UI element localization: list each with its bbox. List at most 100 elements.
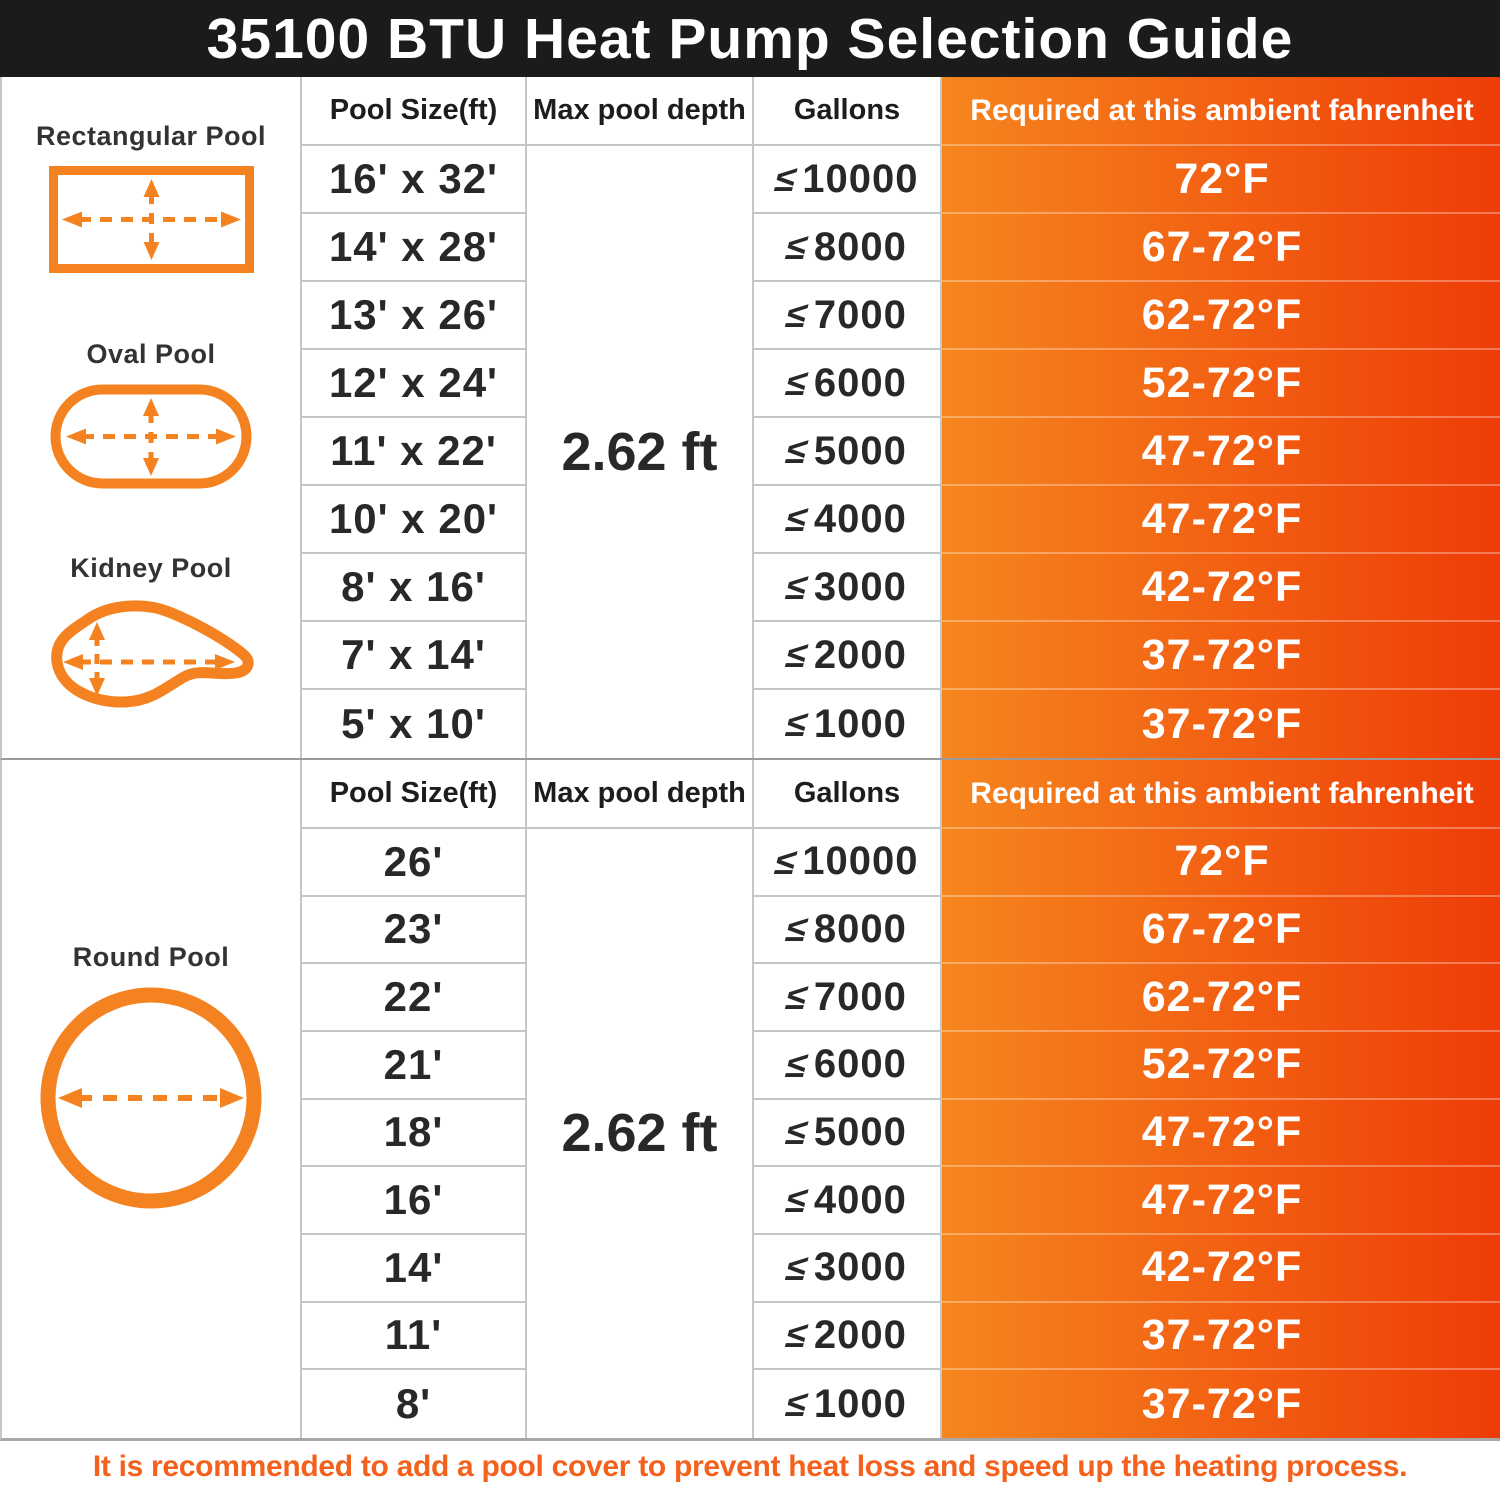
gallons-value: 7000 (813, 292, 907, 337)
gallons-cell: ≤5000 (754, 1099, 942, 1168)
ambient-temp-value: 37-72°F (1141, 1379, 1303, 1428)
header-label: Required at this ambient fahrenheit (970, 776, 1474, 810)
pool-size-cell: 8' x 16' (302, 554, 527, 622)
less-equal-symbol: ≤ (782, 498, 813, 539)
less-equal-symbol: ≤ (782, 634, 813, 675)
pool-size-cell: 16' (302, 1167, 527, 1235)
header-label: Gallons (793, 777, 901, 809)
pool-block: Oval Pool (2, 339, 300, 489)
pool-block: Round Pool (2, 942, 300, 1209)
ambient-temp-value: 47-72°F (1141, 1107, 1303, 1156)
pool-size-value: 11' x 22' (330, 427, 497, 474)
page-title: 35100 BTU Heat Pump Selection Guide (206, 6, 1294, 71)
ambient-temp-value: 67-72°F (1141, 904, 1303, 953)
pool-size-value: 21' (383, 1040, 444, 1088)
max-depth-value: 2.62 ft (561, 1103, 718, 1164)
kidney-pool-icon (50, 600, 254, 708)
gallons-value: 2000 (813, 632, 907, 677)
less-equal-symbol: ≤ (782, 1043, 813, 1085)
pool-size-value: 5' x 10' (341, 700, 486, 747)
section-2: Round Pool Pool Size(ft) Max pool depth Ga… (0, 760, 1500, 1441)
less-equal-symbol: ≤ (770, 840, 801, 882)
pool-size-value: 18' (383, 1108, 444, 1156)
pool-size-cell: 13' x 26' (302, 282, 527, 350)
ambient-temp-value: 47-72°F (1141, 426, 1303, 475)
gallons-value: 8000 (813, 906, 907, 951)
pool-size-value: 16' x 32' (328, 155, 499, 202)
ambient-temp-cell: 62-72°F (942, 964, 1500, 1032)
pool-size-cell: 22' (302, 964, 527, 1032)
pool-size-cell: 14' (302, 1234, 527, 1303)
ambient-temp-cell: 42-72°F (942, 1234, 1500, 1303)
ambient-temp-value: 47-72°F (1141, 1175, 1303, 1224)
ambient-temp-cell: 47-72°F (942, 1167, 1500, 1235)
gallons-cell: ≤7000 (754, 964, 942, 1032)
pool-size-value: 14' (383, 1243, 444, 1291)
column-header-max-depth: Max pool depth (527, 760, 754, 829)
gallons-value: 4000 (813, 1177, 907, 1222)
ambient-temp-cell: 67-72°F (942, 896, 1500, 965)
gallons-value: 1000 (813, 1381, 907, 1426)
ambient-temp-cell: 47-72°F (942, 418, 1500, 486)
gallons-cell: ≤6000 (754, 350, 942, 418)
gallons-cell: ≤5000 (754, 418, 942, 486)
gallons-cell: ≤3000 (754, 1234, 942, 1303)
gallons-cell: ≤6000 (754, 1031, 942, 1100)
gallons-value: 3000 (813, 1245, 907, 1290)
ambient-temp-value: 72°F (1174, 154, 1270, 203)
gallons-cell: ≤10000 (754, 146, 942, 214)
title-bar: 35100 BTU Heat Pump Selection Guide (0, 0, 1500, 77)
ambient-temp-value: 52-72°F (1141, 1040, 1303, 1089)
less-equal-symbol: ≤ (770, 158, 801, 199)
less-equal-symbol: ≤ (782, 430, 813, 471)
less-equal-symbol: ≤ (782, 1314, 813, 1356)
ambient-temp-cell: 42-72°F (942, 554, 1500, 622)
gallons-value: 1000 (813, 701, 907, 746)
section-1: Rectangular Pool Oval Pool Kidney Pool (0, 77, 1500, 760)
less-equal-symbol: ≤ (782, 1246, 813, 1288)
less-equal-symbol: ≤ (782, 976, 813, 1018)
ambient-temp-value: 47-72°F (1141, 494, 1303, 543)
pool-size-value: 12' x 24' (328, 359, 499, 406)
gallons-value: 6000 (813, 1042, 907, 1087)
pool-size-cell: 12' x 24' (302, 350, 527, 418)
header-label: Max pool depth (533, 777, 746, 809)
ambient-temp-cell: 37-72°F (942, 1302, 1500, 1371)
gallons-value: 10000 (802, 839, 919, 884)
header-label: Pool Size(ft) (329, 94, 498, 126)
pool-size-cell: 26' (302, 829, 527, 897)
gallons-value: 7000 (813, 974, 907, 1019)
gallons-cell: ≤8000 (754, 214, 942, 282)
column-header-ambient-temp: Required at this ambient fahrenheit (942, 77, 1500, 146)
ambient-temp-value: 42-72°F (1141, 1243, 1303, 1292)
gallons-cell: ≤3000 (754, 554, 942, 622)
pool-size-cell: 5' x 10' (302, 690, 527, 758)
pool-size-value: 22' (383, 973, 444, 1021)
column-header-pool-size: Pool Size(ft) (302, 77, 527, 146)
pool-size-cell: 11' (302, 1302, 527, 1371)
max-depth-cell: 2.62 ft (527, 829, 754, 1438)
pool-illustrations-column: Round Pool (2, 760, 302, 1438)
gallons-cell: ≤1000 (754, 1370, 942, 1438)
gallons-value: 8000 (813, 224, 907, 269)
pool-size-value: 11' (384, 1311, 443, 1359)
pool-size-value: 10' x 20' (328, 495, 499, 542)
less-equal-symbol: ≤ (782, 566, 813, 607)
gallons-value: 5000 (813, 1109, 907, 1154)
ambient-temp-value: 37-72°F (1141, 699, 1303, 748)
pool-size-cell: 21' (302, 1031, 527, 1100)
header-label: Max pool depth (533, 94, 746, 126)
pool-size-cell: 23' (302, 896, 527, 965)
pool-size-value: 8' (395, 1380, 432, 1428)
gallons-value: 5000 (813, 428, 907, 473)
ambient-temp-value: 62-72°F (1141, 290, 1303, 339)
less-equal-symbol: ≤ (782, 703, 813, 744)
pool-size-cell: 14' x 28' (302, 214, 527, 282)
ambient-temp-value: 67-72°F (1141, 222, 1303, 271)
gallons-value: 3000 (813, 564, 907, 609)
less-equal-symbol: ≤ (782, 226, 813, 267)
gallons-cell: ≤4000 (754, 1167, 942, 1235)
ambient-temp-cell: 37-72°F (942, 1370, 1500, 1438)
pool-size-cell: 16' x 32' (302, 146, 527, 214)
